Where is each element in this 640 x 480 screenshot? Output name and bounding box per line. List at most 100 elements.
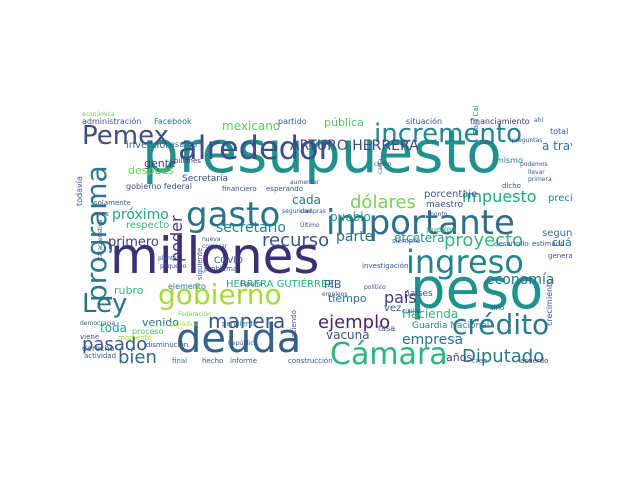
- cloud-word: derecho: [82, 344, 115, 353]
- cloud-word: Federación: [178, 311, 211, 318]
- cloud-word: estimado: [532, 240, 564, 248]
- cloud-word: compras: [300, 208, 326, 215]
- cloud-word: sino: [490, 304, 504, 312]
- cloud-word: programa: [80, 165, 113, 302]
- cloud-word: financiero: [222, 185, 257, 193]
- cloud-word: años: [446, 351, 472, 364]
- cloud-word: República: [228, 340, 258, 347]
- word-cloud: presupuesto millones peso deuda importante al…: [72, 106, 572, 372]
- cloud-word: después: [128, 164, 174, 177]
- cloud-word: maestro: [426, 200, 464, 210]
- cloud-word: solamente: [94, 199, 131, 207]
- cloud-word: mes: [94, 210, 109, 218]
- cloud-word: siguiente: [196, 248, 204, 280]
- cloud-word: pequeño: [160, 263, 187, 270]
- cloud-word: gasto: [186, 195, 280, 235]
- cloud-word: momento: [118, 334, 152, 342]
- cloud-word: importante: [326, 203, 515, 243]
- cloud-word: tasa: [378, 324, 395, 333]
- cloud-word: ejemplo: [318, 312, 390, 333]
- cloud-word: HERRERA GUTIÉRREZ: [226, 277, 334, 290]
- cloud-word: respecto: [126, 220, 169, 231]
- cloud-word: presupuesto: [142, 118, 502, 186]
- cloud-word: disminución: [146, 341, 188, 349]
- cloud-word: actividad: [84, 352, 116, 360]
- cloud-word: millones: [110, 227, 319, 285]
- cloud-word: Ley: [82, 289, 127, 319]
- cloud-word: primera: [528, 176, 552, 183]
- cloud-word: todavía: [75, 176, 84, 206]
- cloud-word: total: [550, 127, 568, 136]
- word-cloud-canvas: presupuesto millones peso deuda importante al…: [75, 106, 572, 372]
- cloud-word: COVID: [214, 256, 243, 266]
- cloud-word: ingreso: [406, 243, 524, 281]
- cloud-word: pública: [324, 116, 364, 129]
- cloud-word: siempre: [392, 237, 420, 245]
- cloud-word: partido: [278, 117, 307, 126]
- cloud-word: desarrollo: [494, 240, 529, 248]
- cloud-word: asunto: [170, 140, 197, 149]
- cloud-word: Pemex: [82, 121, 169, 151]
- cloud-word: vez: [384, 303, 401, 314]
- cloud-word: pueblo: [330, 210, 371, 224]
- cloud-word: investigación: [362, 262, 408, 270]
- cloud-word: económica: [82, 111, 115, 118]
- cloud-word: vacuna: [326, 328, 370, 342]
- cloud-word: toda: [100, 321, 127, 335]
- cloud-word: podemos: [520, 161, 548, 168]
- cloud-word: Diputado: [462, 346, 544, 367]
- cloud-word: preguntas: [512, 137, 542, 144]
- cloud-word: bien: [118, 347, 157, 368]
- cloud-word: crédito: [452, 308, 549, 341]
- cloud-word: alrededor: [178, 129, 333, 167]
- cloud-word: pueden: [426, 225, 456, 234]
- cloud-word: Último: [300, 222, 320, 229]
- cloud-word: recurso: [262, 230, 329, 251]
- cloud-word: poder: [167, 215, 186, 262]
- cloud-word: cierto: [374, 161, 391, 168]
- cloud-word: creo: [472, 357, 487, 365]
- cloud-word: proyecto: [444, 230, 523, 251]
- cloud-word: ahí: [534, 117, 543, 124]
- cloud-word: peso: [410, 257, 543, 322]
- cloud-word: llevar: [528, 169, 545, 176]
- cloud-word: parte: [336, 229, 373, 245]
- cloud-word: dólares: [350, 192, 416, 213]
- cloud-word: planta: [158, 255, 177, 262]
- cloud-word: dicho: [502, 182, 521, 190]
- cloud-word: seguridad: [282, 208, 312, 215]
- cloud-word: acuerdo: [520, 357, 548, 365]
- cloud-word: cuales: [402, 308, 421, 315]
- cloud-word: secretario: [216, 220, 286, 236]
- cloud-word: problema: [204, 265, 237, 273]
- cloud-word: mismo: [496, 156, 523, 165]
- cloud-word: economía: [486, 272, 554, 288]
- cloud-word: deuda: [176, 316, 301, 362]
- cloud-word: democracia: [80, 320, 115, 327]
- cloud-word: primero: [108, 235, 159, 250]
- cloud-word: empleos: [322, 291, 348, 298]
- cloud-word: financiamiento: [470, 117, 530, 126]
- cloud-word: aumentar: [290, 179, 320, 186]
- cloud-word: Cámara: [330, 337, 448, 372]
- cloud-word: Hacienda: [402, 307, 458, 321]
- cloud-word: Secretaría: [182, 174, 228, 184]
- cloud-word: gobierno: [158, 278, 282, 311]
- cloud-word: esperando: [266, 185, 303, 193]
- cloud-word: crecimiento: [545, 279, 554, 326]
- cloud-word: incremento: [374, 119, 522, 149]
- cloud-word: situación: [406, 116, 442, 126]
- cloud-word: construcción: [288, 357, 333, 365]
- cloud-word: político: [364, 284, 386, 291]
- cloud-word: próximo: [112, 207, 169, 223]
- cloud-word: cada: [292, 193, 321, 207]
- cloud-word: haciendo: [290, 310, 298, 342]
- cloud-word: venido: [142, 316, 179, 329]
- cloud-word: tiempo: [328, 292, 367, 305]
- cloud-word: carta: [377, 158, 384, 174]
- cloud-word: Guardia Nacional: [412, 321, 489, 331]
- cloud-word: general: [548, 252, 572, 260]
- cloud-word: precio: [548, 193, 572, 204]
- cloud-word: segundo: [542, 228, 572, 239]
- cloud-word: Baja California: [472, 106, 480, 134]
